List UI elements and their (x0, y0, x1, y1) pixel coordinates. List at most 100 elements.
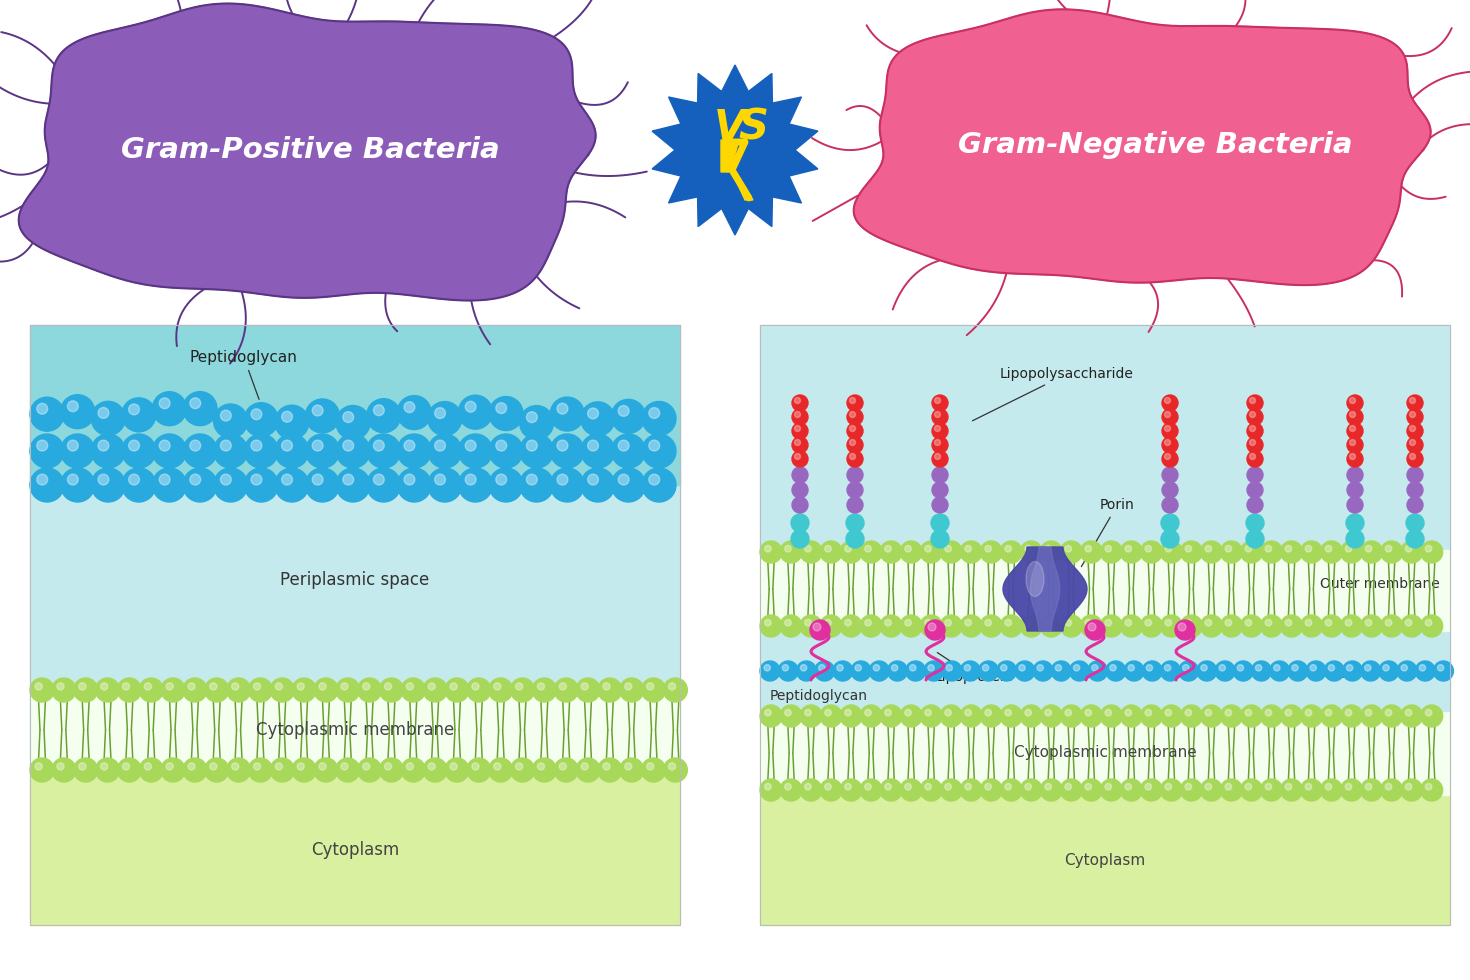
Circle shape (1185, 783, 1192, 790)
Circle shape (881, 779, 903, 801)
Circle shape (118, 758, 141, 782)
Circle shape (1324, 619, 1332, 626)
Circle shape (997, 661, 1017, 681)
Circle shape (213, 404, 247, 438)
Circle shape (800, 705, 822, 727)
Circle shape (1001, 664, 1007, 671)
Circle shape (1080, 779, 1102, 801)
Circle shape (836, 664, 844, 671)
Circle shape (1219, 664, 1226, 671)
Circle shape (1379, 661, 1399, 681)
Circle shape (839, 615, 861, 637)
Text: Gram-Positive Bacteria: Gram-Positive Bacteria (121, 136, 500, 164)
Circle shape (1410, 398, 1416, 404)
Circle shape (792, 482, 808, 498)
Circle shape (1410, 425, 1416, 431)
Bar (29, 775, 681, 925)
Circle shape (397, 434, 431, 468)
Circle shape (814, 661, 835, 681)
Circle shape (1000, 615, 1022, 637)
Circle shape (979, 661, 998, 681)
Circle shape (557, 440, 567, 451)
Circle shape (1185, 546, 1192, 552)
Circle shape (153, 468, 187, 502)
Circle shape (1020, 541, 1042, 563)
Circle shape (935, 425, 941, 431)
Circle shape (275, 683, 282, 690)
Circle shape (612, 400, 645, 433)
Circle shape (122, 434, 156, 468)
Circle shape (275, 468, 309, 502)
Circle shape (1205, 546, 1211, 552)
Circle shape (379, 678, 403, 702)
Circle shape (1347, 467, 1363, 483)
Circle shape (794, 439, 801, 446)
Circle shape (1014, 661, 1035, 681)
Circle shape (1025, 546, 1032, 552)
Circle shape (1180, 779, 1202, 801)
Circle shape (1285, 619, 1292, 626)
Circle shape (982, 664, 989, 671)
Circle shape (100, 683, 107, 690)
Circle shape (122, 398, 156, 432)
Circle shape (1085, 783, 1092, 790)
Circle shape (850, 412, 856, 417)
Circle shape (1064, 710, 1072, 716)
Circle shape (1280, 705, 1302, 727)
Circle shape (1401, 615, 1423, 637)
Circle shape (833, 661, 853, 681)
Circle shape (1064, 546, 1072, 552)
Circle shape (1407, 482, 1423, 498)
Circle shape (864, 783, 872, 790)
Circle shape (1280, 541, 1302, 563)
Circle shape (847, 451, 863, 467)
Circle shape (1000, 541, 1022, 563)
Circle shape (760, 705, 782, 727)
Circle shape (980, 779, 1003, 801)
Circle shape (341, 762, 348, 770)
Circle shape (1329, 664, 1335, 671)
Circle shape (1036, 664, 1044, 671)
Circle shape (581, 402, 614, 436)
Circle shape (293, 758, 316, 782)
Circle shape (845, 619, 851, 626)
Circle shape (781, 615, 803, 637)
Circle shape (864, 546, 872, 552)
Circle shape (1241, 541, 1263, 563)
Circle shape (1141, 615, 1163, 637)
Circle shape (519, 434, 554, 468)
Circle shape (251, 474, 262, 485)
Circle shape (1145, 546, 1151, 552)
Circle shape (1161, 423, 1177, 439)
Bar (760, 550, 1449, 628)
Circle shape (472, 683, 479, 690)
Circle shape (1305, 783, 1311, 790)
Circle shape (385, 683, 391, 690)
Circle shape (1341, 541, 1363, 563)
Circle shape (847, 437, 863, 453)
Circle shape (557, 474, 567, 485)
Circle shape (1161, 395, 1177, 411)
Circle shape (964, 783, 972, 790)
Circle shape (900, 541, 922, 563)
Circle shape (401, 678, 425, 702)
Circle shape (1161, 467, 1177, 483)
Circle shape (1385, 619, 1392, 626)
Circle shape (1405, 514, 1424, 532)
Circle shape (118, 678, 141, 702)
Circle shape (800, 779, 822, 801)
Circle shape (337, 434, 370, 468)
Circle shape (335, 678, 360, 702)
Circle shape (1305, 661, 1326, 681)
Circle shape (785, 546, 791, 552)
Circle shape (647, 762, 654, 770)
Circle shape (1161, 514, 1179, 532)
Circle shape (932, 409, 948, 425)
Circle shape (1324, 783, 1332, 790)
Circle shape (1125, 546, 1132, 552)
Circle shape (1241, 705, 1263, 727)
Circle shape (98, 440, 109, 451)
Circle shape (1164, 412, 1170, 417)
Circle shape (428, 683, 435, 690)
Circle shape (925, 620, 945, 640)
